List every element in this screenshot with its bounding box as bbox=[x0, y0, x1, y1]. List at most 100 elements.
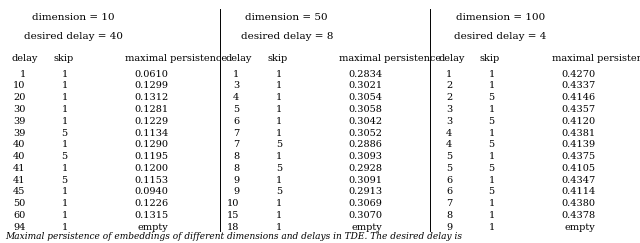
Text: dimension = 100: dimension = 100 bbox=[456, 12, 545, 22]
Text: 20: 20 bbox=[13, 93, 26, 102]
Text: 0.1315: 0.1315 bbox=[134, 211, 168, 220]
Text: 1: 1 bbox=[61, 81, 68, 90]
Text: 0.2928: 0.2928 bbox=[349, 164, 383, 173]
Text: 0.4380: 0.4380 bbox=[561, 199, 595, 208]
Text: 94: 94 bbox=[13, 223, 26, 232]
Text: 4: 4 bbox=[446, 129, 452, 138]
Text: 7: 7 bbox=[233, 140, 239, 149]
Text: 18: 18 bbox=[227, 223, 239, 232]
Text: 0.2913: 0.2913 bbox=[349, 187, 383, 197]
Text: 1: 1 bbox=[488, 129, 495, 138]
Text: 1: 1 bbox=[276, 176, 282, 185]
Text: 1: 1 bbox=[276, 152, 282, 161]
Text: 5: 5 bbox=[488, 117, 495, 126]
Text: 0.4139: 0.4139 bbox=[561, 140, 595, 149]
Text: Maximal persistence of embeddings of different dimensions and delays in TDE. The: Maximal persistence of embeddings of dif… bbox=[5, 232, 462, 242]
Text: 40: 40 bbox=[13, 140, 26, 149]
Text: 9: 9 bbox=[233, 176, 239, 185]
Text: 10: 10 bbox=[13, 81, 26, 90]
Text: 1: 1 bbox=[276, 81, 282, 90]
Text: 0.4378: 0.4378 bbox=[561, 211, 595, 220]
Text: 1: 1 bbox=[61, 140, 68, 149]
Text: 0.4381: 0.4381 bbox=[561, 129, 595, 138]
Text: 8: 8 bbox=[233, 152, 239, 161]
Text: 1: 1 bbox=[61, 164, 68, 173]
Text: 8: 8 bbox=[446, 211, 452, 220]
Text: empty: empty bbox=[564, 223, 595, 232]
Text: 6: 6 bbox=[446, 187, 452, 197]
Text: 5: 5 bbox=[488, 187, 495, 197]
Text: 1: 1 bbox=[61, 117, 68, 126]
Text: 7: 7 bbox=[446, 199, 452, 208]
Text: 7: 7 bbox=[233, 129, 239, 138]
Text: 0.4270: 0.4270 bbox=[561, 69, 595, 79]
Text: 4: 4 bbox=[446, 140, 452, 149]
Text: 0.4114: 0.4114 bbox=[561, 187, 595, 197]
Text: 5: 5 bbox=[61, 129, 68, 138]
Text: 5: 5 bbox=[276, 187, 282, 197]
Text: 0.3021: 0.3021 bbox=[349, 81, 383, 90]
Text: 1: 1 bbox=[61, 223, 68, 232]
Text: maximal persistence: maximal persistence bbox=[552, 54, 640, 63]
Text: 1: 1 bbox=[61, 69, 68, 79]
Text: 41: 41 bbox=[13, 176, 26, 185]
Text: maximal persistence: maximal persistence bbox=[125, 54, 227, 63]
Text: 10: 10 bbox=[227, 199, 239, 208]
Text: 1: 1 bbox=[276, 223, 282, 232]
Text: skip: skip bbox=[268, 54, 288, 63]
Text: 0.1299: 0.1299 bbox=[134, 81, 168, 90]
Text: 0.1153: 0.1153 bbox=[134, 176, 168, 185]
Text: desired delay = 8: desired delay = 8 bbox=[241, 32, 333, 42]
Text: 3: 3 bbox=[446, 117, 452, 126]
Text: 0.1200: 0.1200 bbox=[134, 164, 168, 173]
Text: 1: 1 bbox=[19, 69, 26, 79]
Text: 1: 1 bbox=[276, 93, 282, 102]
Text: 1: 1 bbox=[276, 129, 282, 138]
Text: 1: 1 bbox=[488, 81, 495, 90]
Text: 0.4120: 0.4120 bbox=[561, 117, 595, 126]
Text: 1: 1 bbox=[276, 211, 282, 220]
Text: 0.1290: 0.1290 bbox=[134, 140, 168, 149]
Text: 5: 5 bbox=[446, 152, 452, 161]
Text: 5: 5 bbox=[61, 152, 68, 161]
Text: 5: 5 bbox=[488, 93, 495, 102]
Text: skip: skip bbox=[480, 54, 500, 63]
Text: 1: 1 bbox=[488, 152, 495, 161]
Text: 45: 45 bbox=[13, 187, 26, 197]
Text: 0.4337: 0.4337 bbox=[561, 81, 595, 90]
Text: 5: 5 bbox=[488, 164, 495, 173]
Text: 0.0610: 0.0610 bbox=[134, 69, 168, 79]
Text: skip: skip bbox=[53, 54, 74, 63]
Text: 5: 5 bbox=[276, 140, 282, 149]
Text: 5: 5 bbox=[233, 105, 239, 114]
Text: 5: 5 bbox=[446, 164, 452, 173]
Text: 1: 1 bbox=[61, 105, 68, 114]
Text: 1: 1 bbox=[488, 211, 495, 220]
Text: desired delay = 4: desired delay = 4 bbox=[454, 32, 547, 42]
Text: 0.3042: 0.3042 bbox=[349, 117, 383, 126]
Text: 4: 4 bbox=[233, 93, 239, 102]
Text: 6: 6 bbox=[233, 117, 239, 126]
Text: 0.1226: 0.1226 bbox=[134, 199, 168, 208]
Text: 0.3058: 0.3058 bbox=[349, 105, 383, 114]
Text: 0.4146: 0.4146 bbox=[561, 93, 595, 102]
Text: 1: 1 bbox=[61, 93, 68, 102]
Text: 0.4357: 0.4357 bbox=[561, 105, 595, 114]
Text: delay: delay bbox=[438, 54, 465, 63]
Text: 0.1312: 0.1312 bbox=[134, 93, 168, 102]
Text: dimension = 50: dimension = 50 bbox=[245, 12, 328, 22]
Text: 1: 1 bbox=[488, 69, 495, 79]
Text: 3: 3 bbox=[446, 105, 452, 114]
Text: 2: 2 bbox=[446, 81, 452, 90]
Text: 1: 1 bbox=[276, 105, 282, 114]
Text: 0.1134: 0.1134 bbox=[134, 129, 168, 138]
Text: 1: 1 bbox=[233, 69, 239, 79]
Text: empty: empty bbox=[352, 223, 383, 232]
Text: 1: 1 bbox=[61, 211, 68, 220]
Text: 1: 1 bbox=[61, 199, 68, 208]
Text: 0.3052: 0.3052 bbox=[349, 129, 383, 138]
Text: 60: 60 bbox=[13, 211, 26, 220]
Text: 1: 1 bbox=[488, 176, 495, 185]
Text: 0.1281: 0.1281 bbox=[134, 105, 168, 114]
Text: 1: 1 bbox=[488, 223, 495, 232]
